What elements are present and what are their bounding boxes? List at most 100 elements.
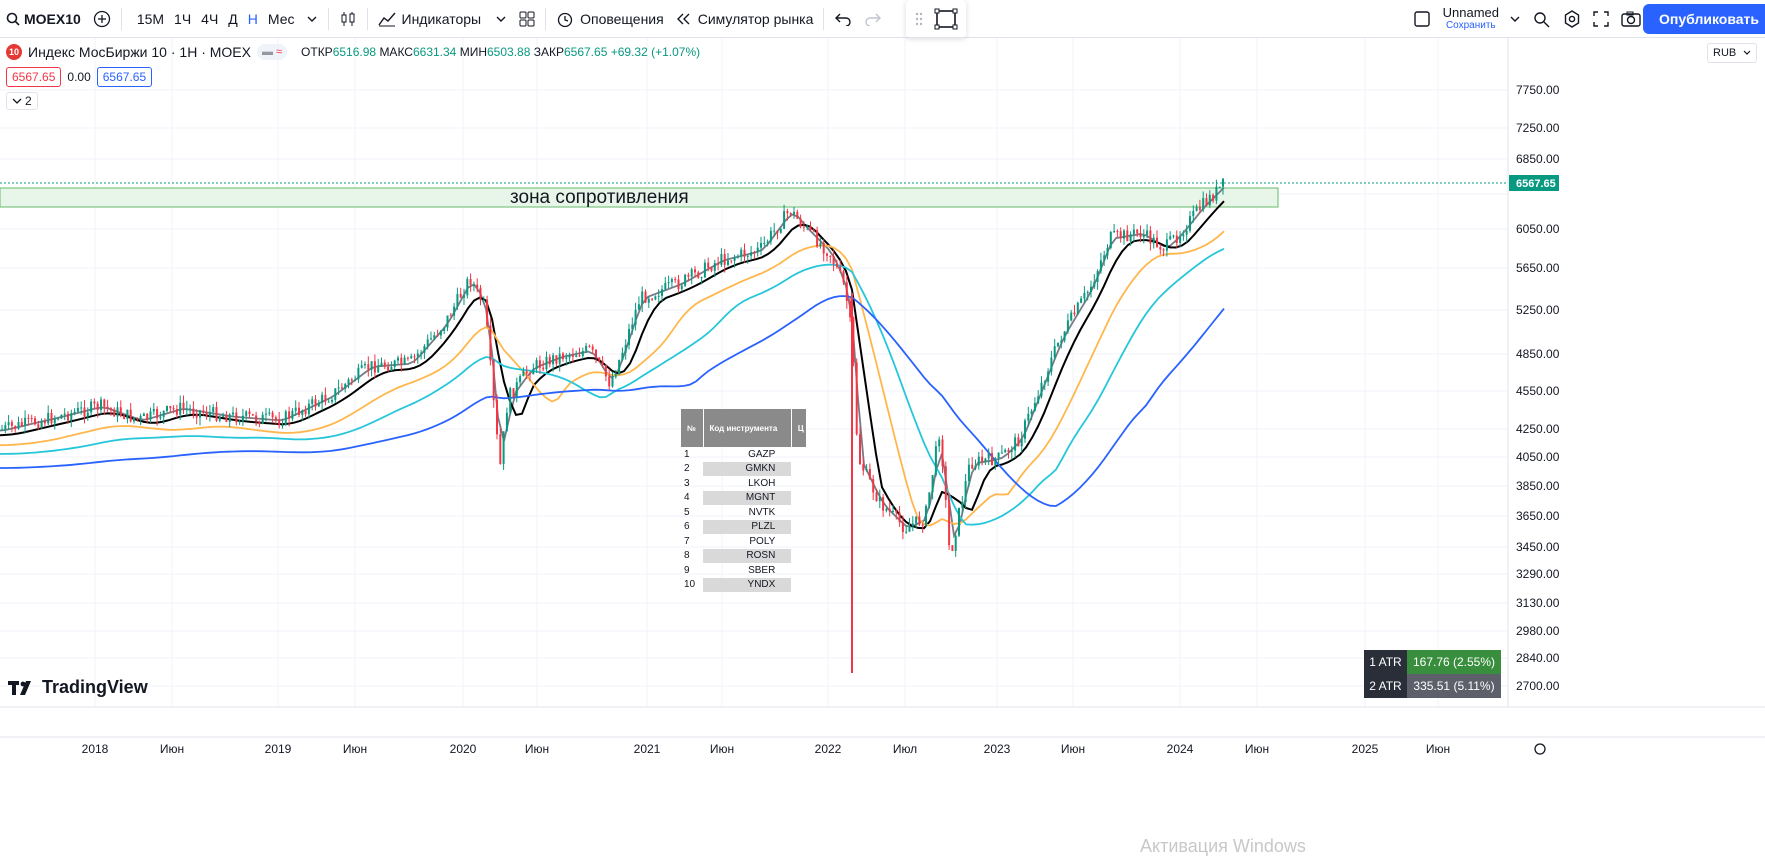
drag-handle-icon[interactable]	[914, 11, 924, 27]
interval-1h[interactable]: 1Ч	[174, 10, 192, 27]
row-number: 2	[684, 463, 690, 475]
sell-button[interactable]: 6567.65	[6, 67, 62, 87]
candle-body	[713, 263, 716, 271]
currency-select[interactable]: RUB	[1707, 43, 1757, 63]
time-tick-label: Июн	[1245, 742, 1269, 756]
chevron-down-icon[interactable]	[1509, 13, 1521, 25]
selection-tool[interactable]	[906, 0, 966, 38]
chevron-down-icon[interactable]	[306, 13, 318, 25]
price-tick-label: 3650.00	[1516, 509, 1560, 523]
divider	[545, 7, 547, 30]
candle-body	[591, 346, 594, 350]
candle-body	[608, 376, 611, 387]
time-tick-label: 2022	[815, 742, 842, 756]
candle-body	[420, 352, 423, 354]
candle-body	[819, 243, 822, 247]
fullscreen-button[interactable]	[1587, 0, 1615, 38]
interval-day[interactable]: Д	[228, 10, 238, 27]
price-chart[interactable]: зона сопротивления 7750.007250.006850.00…	[0, 38, 1765, 859]
chart-type-button[interactable]	[333, 0, 363, 38]
candle-body	[129, 409, 132, 422]
candle-body	[397, 357, 399, 361]
candle-body	[1208, 194, 1211, 206]
candle-body	[948, 499, 951, 546]
indicators-button[interactable]: Индикаторы	[372, 0, 514, 38]
interval-month[interactable]: Мес	[267, 10, 295, 27]
resistance-zone[interactable]	[0, 187, 1279, 208]
interval-week[interactable]: Н	[247, 10, 258, 27]
candle-body	[166, 406, 168, 411]
candle-body	[1195, 206, 1198, 211]
windows-activation-watermark: Активация Windows	[1140, 836, 1306, 856]
tradingview-logo[interactable]: TradingView	[8, 677, 148, 698]
candle-body	[436, 335, 439, 337]
time-tick-label: 2025	[1352, 742, 1379, 756]
candle-body	[1086, 292, 1089, 294]
undo-button[interactable]	[828, 0, 858, 38]
layout-button[interactable]	[1407, 0, 1437, 38]
candle-body	[717, 263, 720, 265]
layout-name-button[interactable]: Unnamed Сохранить	[1437, 0, 1527, 38]
table-header-price: Ц	[791, 409, 808, 447]
candle-body	[364, 363, 366, 366]
time-axis[interactable]: 2018 Июн 2019 Июн 2020 Июн 2021 Июн 2022 Июл 2023 И…	[82, 742, 1450, 756]
settings-axis-button[interactable]	[1534, 743, 1546, 755]
candle-body	[1063, 331, 1066, 341]
publish-button[interactable]: Опубликовать	[1643, 4, 1765, 34]
candle-body	[545, 356, 548, 370]
candle-body	[360, 365, 363, 368]
candle-body	[265, 413, 267, 415]
compare-button[interactable]	[87, 0, 117, 38]
high-value: 6631.34	[412, 45, 457, 59]
candle-body	[786, 211, 789, 214]
candle-body	[80, 407, 83, 409]
candle-body	[740, 249, 743, 257]
close-label: ЗАКР	[533, 45, 564, 59]
quick-search-button[interactable]	[1527, 0, 1557, 38]
candle-body	[934, 446, 937, 476]
snapshot-button[interactable]	[1615, 0, 1647, 38]
candle-body	[185, 408, 188, 410]
candle-body	[984, 458, 987, 462]
candle-body	[258, 421, 261, 424]
candle-body	[443, 327, 446, 331]
candle-body	[7, 422, 10, 426]
candle-body	[426, 339, 429, 347]
interval-15m[interactable]: 15М	[136, 10, 165, 27]
candle-body	[1080, 298, 1083, 303]
candle-body	[486, 299, 489, 326]
candle-body	[1165, 239, 1168, 251]
replay-button[interactable]: Симулятор рынка	[670, 0, 820, 38]
candle-body	[1010, 450, 1013, 453]
alerts-label: Оповещения	[580, 10, 664, 27]
chevron-down-icon[interactable]	[495, 13, 507, 25]
alerts-button[interactable]: Оповещения	[550, 0, 670, 38]
candle-body	[637, 304, 640, 310]
candle-body	[321, 394, 324, 403]
redo-button[interactable]	[858, 0, 888, 38]
price-tick-label: 7250.00	[1516, 121, 1560, 135]
candle-body	[895, 510, 898, 513]
buy-button[interactable]: 6567.65	[96, 67, 153, 87]
rewind-icon	[676, 13, 690, 24]
candles	[1, 178, 1224, 673]
candle-body	[4, 425, 7, 430]
last-price-label: 6567.65	[1516, 178, 1556, 190]
table-row: 8 ROSN	[681, 548, 807, 563]
symbol-title[interactable]: Индекс МосБиржи 10 · 1Н · MOEX	[28, 44, 251, 60]
candle-body	[238, 421, 241, 423]
legend-toggle[interactable]: ▬ ≈	[256, 44, 288, 60]
candle-body	[60, 414, 63, 419]
candle-body	[562, 353, 564, 360]
candle-body	[865, 468, 868, 471]
price-axis[interactable]: 7750.00 7250.00 6850.00 6050.00 5650.00 5250.…	[1516, 83, 1560, 693]
templates-button[interactable]	[513, 0, 541, 38]
candle-body	[423, 346, 426, 353]
settings-button[interactable]	[1557, 0, 1587, 38]
indicators-collapse-button[interactable]: 2	[6, 92, 38, 110]
symbol-search[interactable]: MOEX10	[0, 0, 87, 38]
candle-body	[136, 417, 139, 419]
candle-body	[852, 317, 855, 363]
candle-body	[1093, 281, 1096, 287]
interval-4h[interactable]: 4Ч	[201, 10, 219, 27]
